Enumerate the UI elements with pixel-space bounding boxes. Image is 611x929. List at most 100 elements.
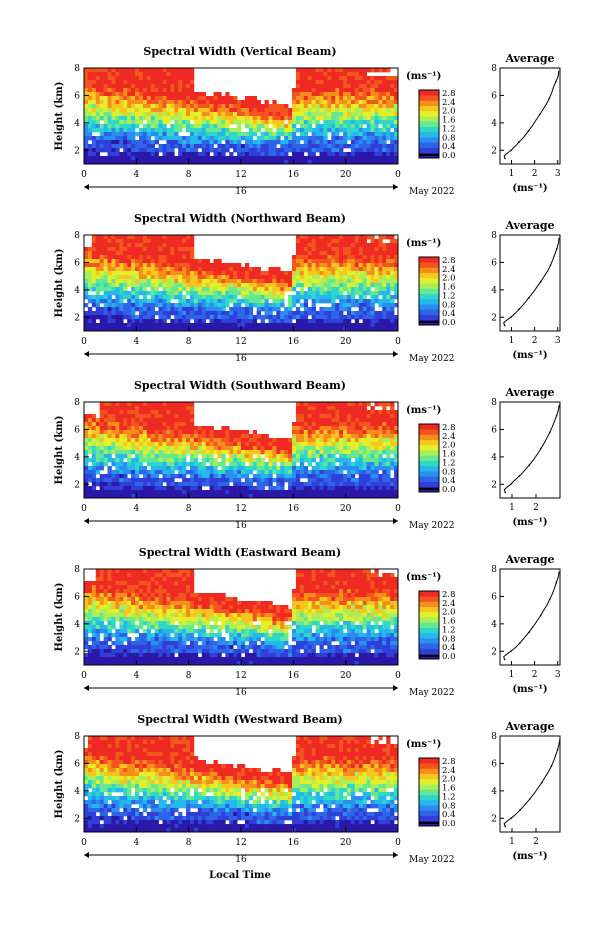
- heatmap-cell: [386, 120, 391, 125]
- heatmap-cell: [138, 148, 144, 153]
- heatmap-cell: [119, 120, 124, 125]
- heatmap-cell: [84, 414, 89, 419]
- heatmap-cell: [186, 482, 191, 487]
- heatmap-cell: [339, 303, 344, 308]
- heatmap-cell: [233, 271, 238, 276]
- heatmap-cell: [103, 430, 108, 435]
- heatmap-cell: [311, 426, 316, 431]
- heatmap-cell: [99, 263, 104, 268]
- heatmap-cell: [131, 84, 136, 89]
- heatmap-cell: [323, 160, 328, 165]
- heatmap-cell: [135, 263, 140, 268]
- heatmap-cell: [248, 323, 254, 328]
- heatmap-cell: [307, 438, 312, 443]
- heatmap-cell: [394, 283, 399, 288]
- heatmap-cell: [186, 434, 191, 439]
- heatmap-cell: [217, 327, 222, 332]
- heatmap-cell: [327, 418, 332, 423]
- heatmap-cell: [343, 80, 348, 85]
- heatmap-cell: [91, 239, 97, 244]
- heatmap-cell: [189, 402, 195, 407]
- heatmap-cell: [343, 319, 348, 324]
- heatmap-cell: [386, 255, 391, 260]
- heatmap-cell: [374, 287, 379, 292]
- heatmap-cell: [276, 446, 281, 451]
- heatmap-cell: [339, 486, 344, 491]
- heatmap-cell: [237, 148, 242, 153]
- heatmap-cell: [284, 458, 289, 463]
- heatmap-cell: [127, 478, 132, 483]
- heatmap-cell: [193, 144, 199, 149]
- heatmap-cell: [170, 478, 175, 483]
- heatmap-cell: [299, 446, 305, 451]
- heatmap-cell: [272, 279, 277, 284]
- heatmap-cell: [237, 482, 242, 487]
- heatmap-cell: [362, 136, 367, 141]
- heatmap-cell: [87, 112, 93, 117]
- heatmap-cell: [209, 311, 214, 316]
- heatmap-cell: [123, 96, 128, 101]
- heatmap-cell: [123, 243, 128, 248]
- heatmap-cell: [346, 434, 352, 439]
- heatmap-cell: [87, 299, 93, 304]
- heatmap-cell: [205, 263, 210, 268]
- heatmap-cell: [311, 267, 316, 272]
- heatmap-cell: [174, 283, 179, 288]
- heatmap-cell: [84, 68, 89, 73]
- heatmap-cell: [213, 108, 218, 113]
- day-label: 16: [235, 354, 247, 364]
- heatmap-cell: [264, 462, 269, 467]
- heatmap-cell: [331, 446, 336, 451]
- heatmap-cell: [107, 323, 112, 328]
- heatmap-cell: [272, 442, 277, 447]
- heatmap-cell: [170, 104, 175, 109]
- heatmap-cell: [237, 462, 242, 467]
- heatmap-cell: [201, 470, 207, 475]
- heatmap-cell: [244, 494, 250, 499]
- heatmap-cell: [103, 136, 108, 141]
- heatmap-cell: [189, 323, 195, 328]
- heatmap-cell: [99, 88, 104, 93]
- heatmap-cell: [311, 478, 316, 483]
- heatmap-cell: [193, 148, 199, 153]
- heatmap-cell: [370, 112, 375, 117]
- heatmap-cell: [288, 319, 293, 324]
- heatmap-cell: [382, 84, 387, 89]
- heatmap-cell: [256, 136, 261, 141]
- heatmap-cell: [103, 478, 108, 483]
- heatmap-cell: [209, 490, 214, 495]
- heatmap-cell: [146, 148, 152, 153]
- heatmap-cell: [382, 132, 387, 137]
- heatmap-cell: [343, 458, 348, 463]
- heatmap-cell: [256, 299, 261, 304]
- heatmap-cell: [350, 251, 356, 256]
- heatmap-cell: [233, 434, 238, 439]
- heatmap-cell: [378, 148, 383, 153]
- heatmap-cell: [213, 116, 218, 121]
- heatmap-cell: [327, 454, 332, 459]
- heatmap-cell: [99, 414, 104, 419]
- heatmap-cell: [146, 462, 152, 467]
- heatmap-cell: [150, 144, 155, 149]
- heatmap-cell: [292, 315, 297, 320]
- heatmap-cell: [138, 418, 144, 423]
- heatmap-cell: [162, 446, 167, 451]
- heatmap-cell: [323, 482, 328, 487]
- heatmap-cell: [193, 275, 199, 280]
- heatmap-cell: [331, 438, 336, 443]
- heatmap-cell: [135, 76, 140, 81]
- heatmap-cell: [91, 323, 97, 328]
- heatmap-cell: [260, 120, 265, 125]
- heatmap-cell: [343, 454, 348, 459]
- heatmap-cell: [91, 140, 97, 145]
- heatmap-cell: [91, 112, 97, 117]
- heatmap-cell: [378, 303, 383, 308]
- heatmap-cell: [327, 494, 332, 499]
- heatmap-cell: [237, 303, 242, 308]
- heatmap-cell: [166, 239, 171, 244]
- heatmap-cell: [358, 406, 364, 411]
- heatmap-cell: [233, 478, 238, 483]
- heatmap-cell: [91, 450, 97, 455]
- heatmap-cell: [307, 494, 312, 499]
- heatmap-cell: [370, 68, 375, 73]
